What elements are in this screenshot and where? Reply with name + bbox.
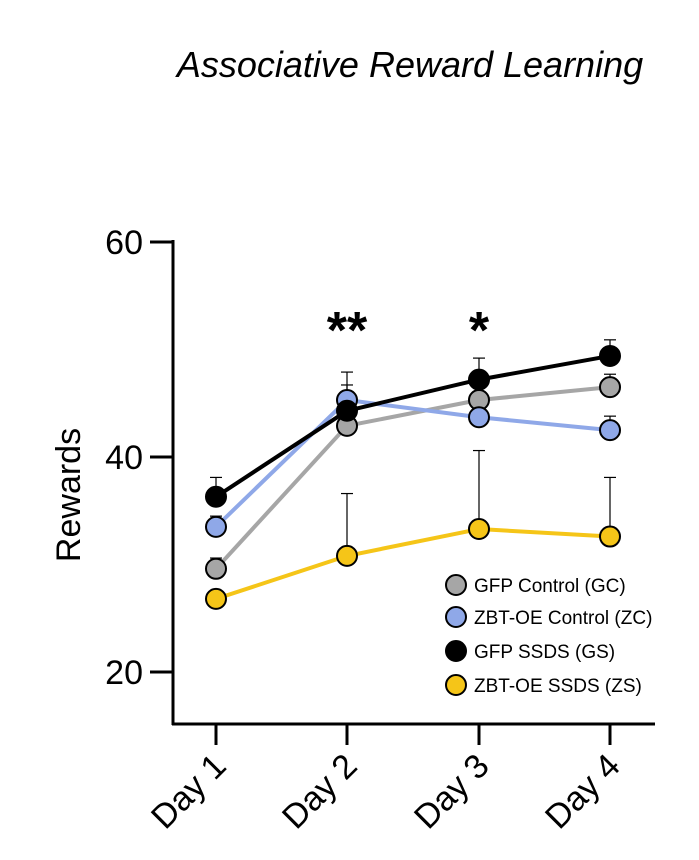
data-point	[205, 485, 227, 508]
series-points	[205, 344, 621, 610]
data-point	[336, 399, 358, 422]
x-tick-label: Day 3	[407, 747, 497, 837]
data-point	[599, 419, 621, 442]
series-line	[214, 353, 611, 499]
x-tick-label: Day 1	[144, 747, 234, 837]
chart-title: Associative Reward Learning	[175, 44, 643, 85]
series-lines	[214, 353, 611, 601]
legend-marker-zc	[445, 606, 467, 628]
legend-label-zc: ZBT-OE Control (ZC)	[474, 608, 652, 629]
x-tick-label: Day 4	[538, 747, 628, 837]
data-point	[599, 344, 621, 367]
data-point	[599, 376, 621, 399]
series-line	[214, 385, 611, 571]
legend-label-gc: GFP Control (GC)	[474, 576, 626, 597]
data-point	[336, 544, 358, 567]
significance-annotations: ** *	[327, 302, 490, 360]
data-point	[205, 557, 227, 580]
axes	[171, 240, 655, 726]
significance-marker: **	[327, 302, 368, 360]
y-tick-label: 40	[105, 439, 143, 477]
legend-label-gs: GFP SSDS (GS)	[474, 642, 615, 663]
data-point	[468, 518, 490, 541]
data-point	[468, 406, 490, 429]
data-point	[468, 368, 490, 391]
legend-marker-gc	[445, 574, 467, 596]
y-tick-label: 20	[105, 654, 143, 692]
significance-marker: *	[469, 302, 490, 360]
y-ticks: 20 40 60	[105, 224, 173, 692]
data-point	[599, 525, 621, 548]
data-point	[205, 515, 227, 538]
y-axis-label: Rewards	[50, 428, 88, 562]
legend: GFP Control (GC) ZBT-OE Control (ZC) GFP…	[445, 574, 652, 697]
x-ticks: Day 1 Day 2 Day 3 Day 4	[144, 724, 628, 836]
legend-label-zs: ZBT-OE SSDS (ZS)	[474, 676, 642, 697]
legend-marker-zs	[445, 674, 467, 696]
data-point	[205, 587, 227, 610]
x-tick-label: Day 2	[275, 747, 365, 837]
series-line	[215, 527, 611, 601]
series-line	[214, 398, 611, 529]
legend-marker-gs	[445, 640, 467, 662]
y-tick-label: 60	[105, 224, 143, 262]
